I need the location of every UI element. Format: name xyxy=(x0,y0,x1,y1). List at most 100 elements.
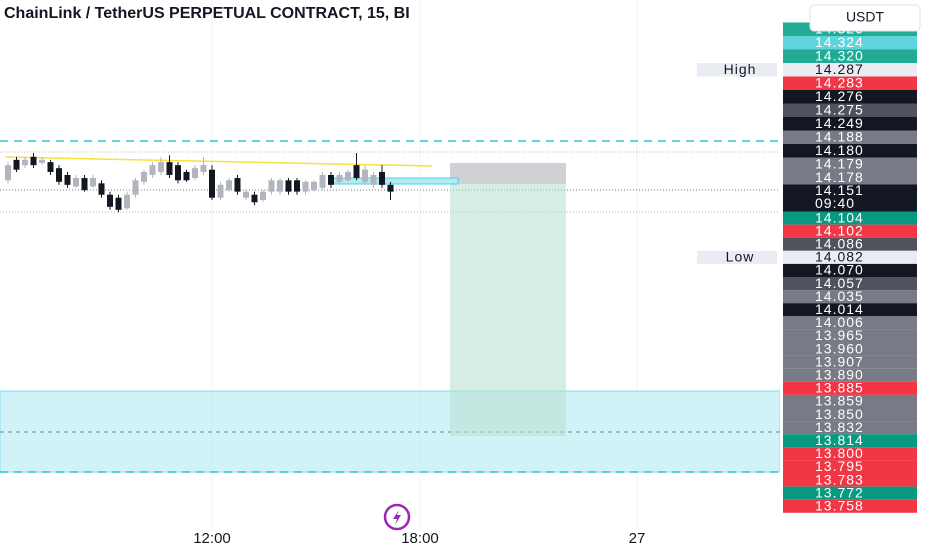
price-label-bg xyxy=(783,184,917,212)
candle-body xyxy=(22,159,28,166)
price-label-bg xyxy=(783,434,917,448)
price-label: 13.758 xyxy=(815,497,864,513)
time-label: 12:00 xyxy=(193,530,231,547)
price-label: 13.783 xyxy=(815,471,864,487)
lightning xyxy=(393,510,401,525)
trend-line xyxy=(4,156,433,167)
price-label-bg xyxy=(783,76,917,90)
candle-body xyxy=(64,175,71,185)
price-label-bg xyxy=(783,499,917,513)
demand-zone xyxy=(0,390,781,473)
currency-label: USDT xyxy=(846,9,885,25)
price-label-bg xyxy=(783,342,917,356)
price-label-bg xyxy=(783,224,917,238)
candle-body xyxy=(141,171,147,182)
price-label-bg xyxy=(783,63,917,77)
price-label: 14.283 xyxy=(815,74,864,90)
price-label-bg xyxy=(783,263,917,277)
price-label-bg xyxy=(783,250,917,264)
price-label-bg xyxy=(783,117,917,131)
candle-body xyxy=(47,162,54,172)
price-label: 13.832 xyxy=(815,419,864,435)
candle-body xyxy=(56,168,62,182)
price-label: 14.057 xyxy=(815,275,864,291)
candle-body xyxy=(387,184,394,192)
price-label-bg xyxy=(783,49,917,63)
price-label: 14.070 xyxy=(815,262,864,278)
price-label-bg xyxy=(783,277,917,291)
candle-body xyxy=(115,197,122,210)
price-label-bg xyxy=(783,211,917,225)
candle-body xyxy=(5,165,11,181)
price-label: 13.859 xyxy=(815,393,864,409)
price-label-bg xyxy=(783,381,917,395)
countdown-label: 09:40 xyxy=(815,195,855,211)
price-label-bg xyxy=(783,157,917,171)
candle-body xyxy=(107,194,113,207)
price-label: 14.102 xyxy=(815,222,864,238)
candle-body xyxy=(166,162,173,175)
candle-body xyxy=(336,175,343,182)
price-label-bg xyxy=(783,329,917,343)
candle-body xyxy=(200,165,207,172)
price-label-bg xyxy=(783,90,917,104)
candle-body xyxy=(260,191,266,200)
price-label-bg xyxy=(783,460,917,474)
candle-body xyxy=(124,194,130,209)
candle-body xyxy=(73,178,79,187)
price-label: 13.814 xyxy=(815,432,864,448)
candle-body xyxy=(353,165,360,179)
price-label: 13.890 xyxy=(815,366,864,382)
price-label: 14.287 xyxy=(815,61,864,77)
price-label-bg xyxy=(783,36,917,50)
tag-bg xyxy=(697,63,777,77)
candle-body xyxy=(268,180,275,192)
price-label: 13.960 xyxy=(815,340,864,356)
candle-body xyxy=(302,181,309,192)
price-label-bg xyxy=(783,103,917,117)
price-label-bg xyxy=(783,316,917,330)
price-label-bg xyxy=(783,144,917,158)
price-label: 14.179 xyxy=(815,155,864,171)
candle-body xyxy=(370,175,377,185)
price-label-bg xyxy=(783,368,917,382)
price-label: 14.006 xyxy=(815,314,864,330)
stop-box xyxy=(450,163,566,184)
candle-body xyxy=(183,171,190,181)
candle-body xyxy=(39,159,45,163)
price-label: 14.180 xyxy=(815,142,864,158)
price-label: 13.965 xyxy=(815,327,864,343)
tag-label: Low xyxy=(726,249,755,265)
candle-body xyxy=(217,184,224,198)
price-label-bg xyxy=(783,237,917,251)
candle-body xyxy=(362,169,368,182)
candle-body xyxy=(294,180,300,192)
candle-body xyxy=(175,165,181,181)
price-label-bg xyxy=(783,290,917,304)
candle-body xyxy=(251,194,258,203)
price-label-bg xyxy=(783,355,917,369)
candle-body xyxy=(234,178,241,192)
candle-body xyxy=(98,183,105,195)
chart-title: ChainLink / TetherUS PERPETUAL CONTRACT,… xyxy=(4,5,410,22)
price-label-bg xyxy=(783,421,917,435)
candle-body xyxy=(132,180,139,195)
price-labels: 14.32614.32414.32014.287High14.28314.276… xyxy=(697,20,917,513)
currency-button[interactable] xyxy=(809,4,921,32)
price-label: 13.772 xyxy=(815,484,864,500)
target-box xyxy=(450,184,566,436)
price-label-bg xyxy=(783,303,917,317)
candle-body xyxy=(277,180,283,192)
price-label-bg xyxy=(783,394,917,408)
price-label: 13.885 xyxy=(815,380,864,396)
price-label: 14.276 xyxy=(815,88,864,104)
candle-body xyxy=(30,156,37,166)
candle-body xyxy=(243,191,249,198)
time-label: 27 xyxy=(629,530,646,547)
candle-body xyxy=(90,178,96,187)
price-label: 14.035 xyxy=(815,288,864,304)
price-label: 14.178 xyxy=(815,169,864,185)
price-label: 13.850 xyxy=(815,406,864,422)
price-label: 14.249 xyxy=(815,115,864,131)
price-label: 14.151 xyxy=(815,182,864,198)
